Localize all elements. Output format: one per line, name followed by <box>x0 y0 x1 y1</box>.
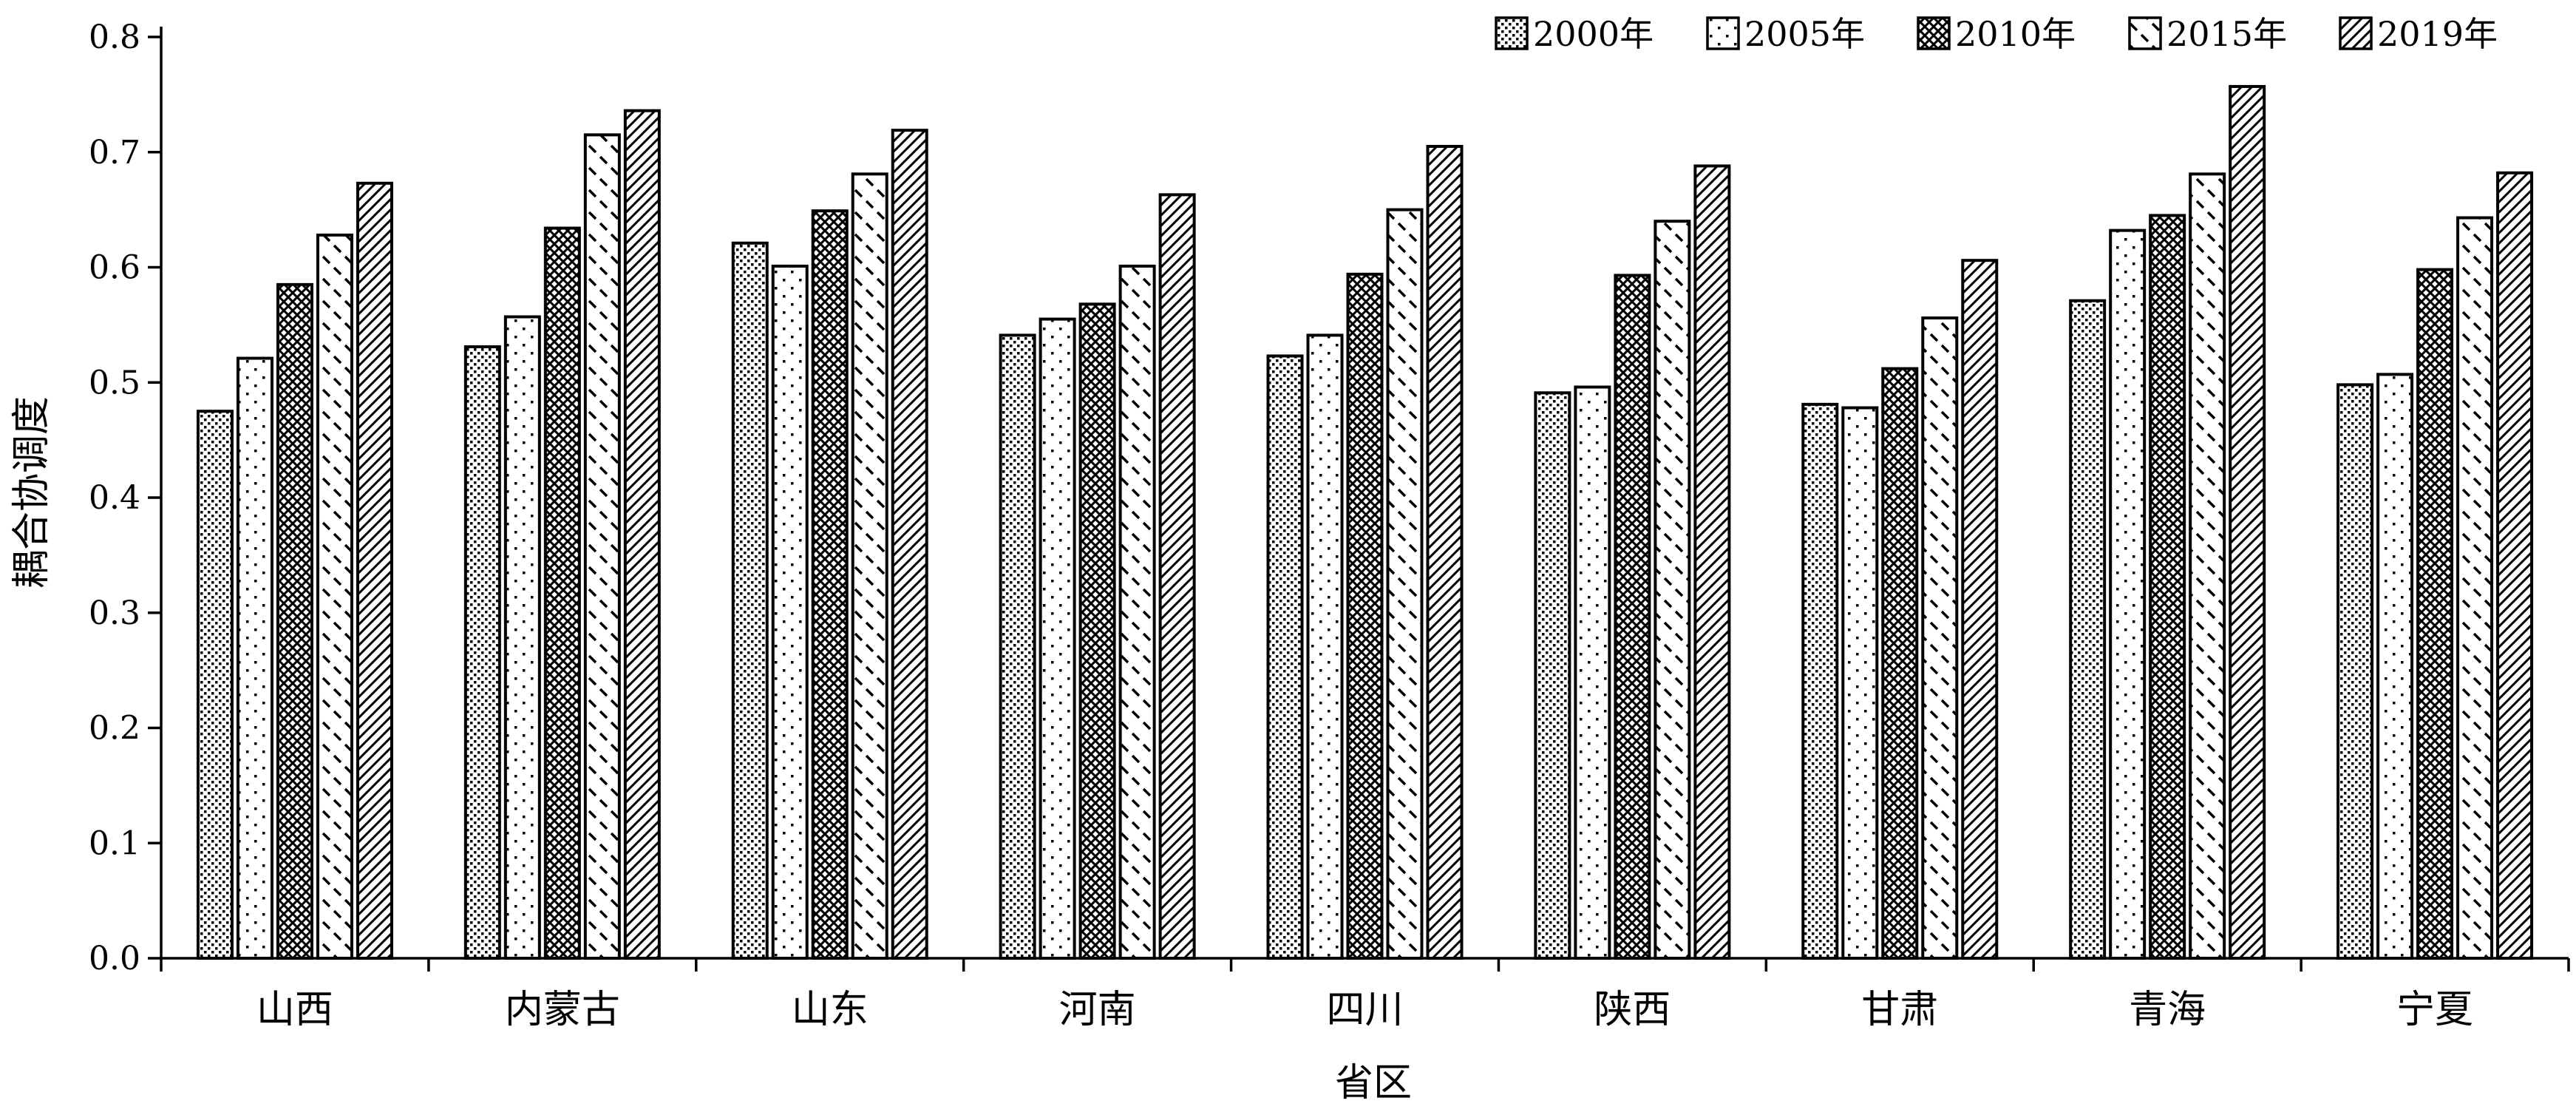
y-tick-label: 0.5 <box>89 364 140 401</box>
bar-2015年-宁夏 <box>2456 216 2494 960</box>
legend: 2000年 2005年 2010年 2015年 2019年 <box>1495 14 2498 54</box>
bar-2005年-宁夏 <box>2376 373 2414 960</box>
bar-2010年-山东 <box>811 209 849 960</box>
bar-2000年-陕西 <box>1534 391 1571 960</box>
bar-2015年-青海 <box>2189 172 2226 960</box>
bar-2015年-陕西 <box>1654 220 1691 960</box>
bar-2019年-河南 <box>1158 193 1196 960</box>
bar-2000年-青海 <box>2069 299 2107 960</box>
y-tick-label: 0.2 <box>89 710 140 748</box>
bar-2015年-甘肃 <box>1921 316 1959 960</box>
x-tick-label: 河南 <box>1059 988 1136 1032</box>
bar-2000年-山东 <box>731 241 769 960</box>
x-tick-label: 山西 <box>256 988 333 1032</box>
y-tick-label: 0.4 <box>89 479 140 517</box>
bar-2019年-青海 <box>2229 84 2266 960</box>
bar-2000年-甘肃 <box>1801 402 1839 960</box>
y-tick-label: 0.6 <box>89 249 140 287</box>
x-tick-label: 青海 <box>2129 988 2206 1032</box>
bar-2005年-内蒙古 <box>503 315 541 960</box>
x-tick-label: 山东 <box>792 988 869 1032</box>
bar-2000年-山西 <box>196 410 234 960</box>
bar-2019年-山西 <box>356 181 393 960</box>
bar-2010年-甘肃 <box>1881 367 1919 960</box>
bar-2019年-山东 <box>891 129 928 960</box>
bar-2019年-宁夏 <box>2496 171 2534 960</box>
y-tick-label: 0.8 <box>89 18 140 56</box>
y-tick-label: 0.1 <box>89 824 140 862</box>
x-tick-label: 陕西 <box>1594 988 1671 1032</box>
bar-2000年-宁夏 <box>2337 383 2374 960</box>
bar-2010年-河南 <box>1078 302 1116 960</box>
bar-2005年-四川 <box>1306 333 1344 960</box>
bar-2015年-内蒙古 <box>583 133 621 960</box>
bar-2005年-甘肃 <box>1841 406 1879 960</box>
legend-label: 2015年 <box>2167 14 2287 54</box>
y-tick-label: 0.7 <box>89 134 140 172</box>
bar-2010年-陕西 <box>1614 274 1651 960</box>
bar-2005年-山西 <box>236 356 273 960</box>
x-tick-label: 四川 <box>1326 988 1403 1032</box>
bar-2019年-四川 <box>1426 144 1464 960</box>
bar-2000年-内蒙古 <box>463 345 501 960</box>
bar-2015年-山西 <box>316 233 353 960</box>
bar-2010年-青海 <box>2149 214 2186 960</box>
legend-label: 2000年 <box>1533 14 1654 54</box>
legend-swatch <box>2339 16 2373 50</box>
bar-2019年-陕西 <box>1693 164 1731 960</box>
bar-2005年-陕西 <box>1574 385 1611 960</box>
y-axis-title: 耦合协调度 <box>10 396 54 589</box>
y-tick-label: 0.3 <box>89 594 140 632</box>
bar-2019年-内蒙古 <box>623 109 661 960</box>
bar-2015年-四川 <box>1386 208 1424 960</box>
bar-2015年-山东 <box>851 172 888 960</box>
axes: 0.0 0.1 0.2 0.3 0.4 0.5 0.6 0.7 0.8 山西 内蒙古 山东 河南 四川 陕西… <box>89 18 2570 1032</box>
y-tick-label: 0.0 <box>89 940 140 977</box>
bar-2010年-内蒙古 <box>543 226 581 960</box>
bar-2005年-青海 <box>2109 228 2147 960</box>
legend-swatch <box>1917 16 1951 50</box>
legend-swatch <box>1495 16 1529 50</box>
bar-2005年-河南 <box>1039 317 1076 960</box>
bar-2000年-四川 <box>1266 354 1304 960</box>
bar-2010年-山西 <box>276 282 313 960</box>
x-tick-label: 宁夏 <box>2396 988 2473 1032</box>
bar-2010年-宁夏 <box>2416 268 2454 960</box>
bar-2010年-四川 <box>1346 272 1384 960</box>
x-axis-title: 省区 <box>1335 1061 1412 1105</box>
x-tick-label: 甘肃 <box>1861 988 1938 1032</box>
bar-2005年-山东 <box>771 264 809 960</box>
bar-2015年-河南 <box>1118 264 1156 960</box>
legend-label: 2019年 <box>2377 14 2498 54</box>
legend-swatch <box>2128 16 2162 50</box>
legend-label: 2010年 <box>1955 14 2076 54</box>
plot-area <box>196 84 2534 960</box>
legend-label: 2005年 <box>1744 14 1865 54</box>
bar-2019年-甘肃 <box>1961 259 1999 960</box>
legend-swatch <box>1706 16 1740 50</box>
bar-2000年-河南 <box>999 333 1036 960</box>
x-tick-label: 内蒙古 <box>505 988 620 1032</box>
